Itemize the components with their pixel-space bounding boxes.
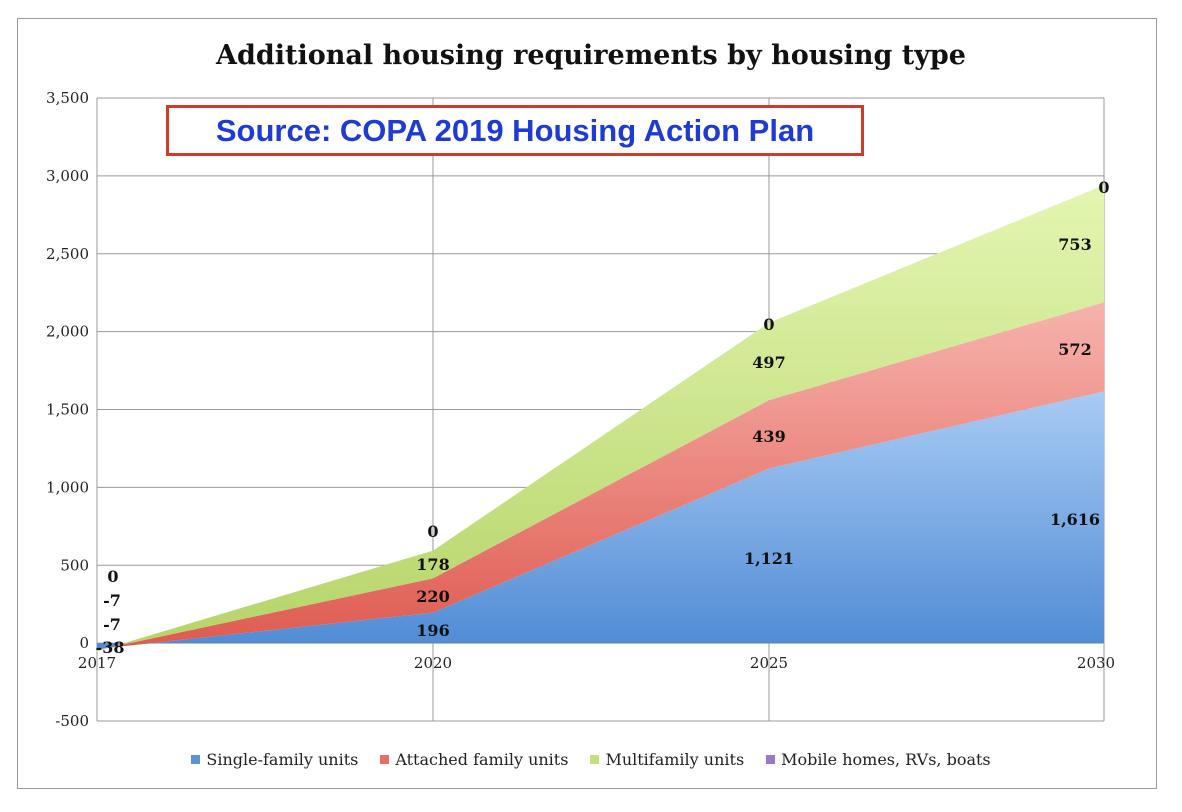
data-label: 0	[427, 522, 438, 541]
y-tick-label: 1,000	[46, 478, 89, 496]
legend-label: Attached family units	[395, 750, 569, 769]
data-label: -7	[103, 591, 121, 610]
y-tick-label: 3,000	[46, 167, 89, 185]
data-label: 439	[752, 427, 785, 446]
legend-label: Mobile homes, RVs, boats	[781, 750, 991, 769]
legend: Single-family units Attached family units…	[0, 750, 1182, 769]
data-label: 572	[1058, 340, 1091, 359]
data-labels: -38 -7 -7 0 196 220 178 0 1,121 439 497 0 1,616 572 75…	[96, 178, 1110, 657]
legend-swatch	[191, 755, 201, 764]
data-label: 0	[763, 315, 774, 334]
legend-item: Multifamily units	[590, 750, 744, 769]
legend-swatch	[380, 755, 390, 764]
area-single-family	[97, 391, 1104, 650]
y-tick-label: -500	[55, 712, 89, 730]
x-tick-label: 2020	[414, 654, 452, 672]
y-tick-label: 0	[79, 634, 89, 652]
legend-item: Attached family units	[380, 750, 568, 769]
legend-label: Single-family units	[206, 750, 359, 769]
y-tick-label: 2,500	[46, 245, 89, 263]
area-attached-family	[97, 302, 1104, 651]
data-label: 0	[1098, 178, 1109, 197]
source-note: Source: COPA 2019 Housing Action Plan	[166, 105, 864, 156]
axis-tick-labels: 3,500 3,000 2,500 2,000 1,500 1,000 500 0 -500 20…	[46, 89, 1115, 730]
legend-item: Mobile homes, RVs, boats	[766, 750, 991, 769]
chart-title: Additional housing requirements by housi…	[216, 40, 966, 71]
legend-item: Single-family units	[191, 750, 358, 769]
legend-swatch	[590, 755, 600, 764]
data-label: 497	[752, 353, 785, 372]
data-label: 1,121	[744, 549, 794, 568]
data-label: 753	[1058, 235, 1091, 254]
data-label: -38	[96, 638, 125, 657]
data-label: 196	[416, 621, 449, 640]
y-tick-label: 1,500	[46, 401, 89, 419]
data-label: 1,616	[1050, 510, 1100, 529]
legend-label: Multifamily units	[605, 750, 745, 769]
x-tick-label: 2030	[1077, 654, 1115, 672]
data-label: 0	[107, 567, 118, 586]
data-label: 220	[416, 587, 449, 606]
data-label: 178	[416, 555, 449, 574]
y-tick-label: 3,500	[46, 89, 89, 107]
x-tick-label: 2017	[78, 654, 116, 672]
data-label: -7	[103, 615, 121, 634]
legend-swatch	[766, 755, 776, 764]
series-areas	[97, 185, 1104, 652]
x-tick-label: 2025	[750, 654, 788, 672]
area-multifamily	[97, 185, 1104, 652]
y-tick-label: 500	[60, 556, 89, 574]
y-tick-label: 2,000	[46, 323, 89, 341]
